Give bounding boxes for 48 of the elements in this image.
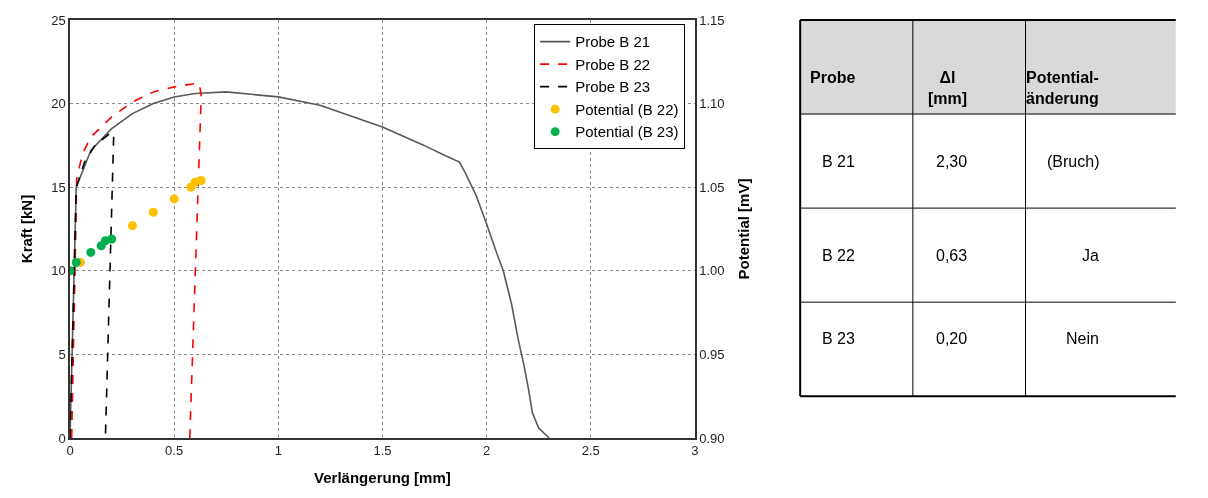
y2-tick-label: 1.15 [699,12,725,28]
text: B 21 [822,153,856,170]
y-tick-label: 10 [51,263,66,279]
text: Potential- änderung [1026,69,1099,107]
y-tick-label: 20 [51,96,66,112]
text: (Bruch) [1047,153,1100,170]
x-tick-label: 0.5 [165,443,184,459]
y2-tick-label: 0.95 [699,346,725,362]
legend-label: Probe B 21 [575,33,651,51]
y2-tick-label: 1.00 [699,263,725,279]
point [107,234,117,244]
text: 2,30 [936,153,968,170]
legend-label: Probe B 23 [575,78,651,96]
point [148,207,158,217]
point [86,247,96,257]
line-series [70,91,550,438]
point [71,257,81,267]
point [127,221,137,231]
text: Ja [1082,247,1099,264]
x-tick-label: 1.5 [373,443,392,459]
y2-tick-label: 0.90 [699,430,725,446]
y-axis-title: Kraft [kN] [17,194,35,264]
point [196,176,206,186]
x-axis-title: Verlängerung [mm] [314,468,451,486]
y-tick-label: 5 [58,346,66,362]
legend-label: Probe B 22 [575,55,651,73]
y-tick-label: 25 [51,12,66,28]
x-tick-label: 2.5 [581,443,600,459]
line-series [70,131,115,438]
text: 0,20 [936,330,968,347]
text: Probe [810,69,856,86]
x-tick-label: 3 [691,443,699,459]
text: B 22 [822,247,856,264]
legend-label: Potential (B 22) [575,100,679,118]
y-tick-label: 0 [58,430,66,446]
y2-tick-label: 1.05 [699,179,725,195]
text: Δl [mm] [928,69,968,107]
text: B 23 [822,330,856,347]
legend-label: Potential (B 23) [575,123,679,141]
text: 0,63 [936,247,968,264]
x-tick-label: 2 [482,443,491,459]
y2-tick-label: 1.10 [699,96,725,112]
line-series [70,82,203,438]
text: Nein [1066,330,1099,347]
y-tick-label: 15 [51,179,66,195]
x-tick-label: 1 [274,443,282,459]
point [169,194,179,204]
y2-axis-title: Potential [mV] [735,178,753,280]
